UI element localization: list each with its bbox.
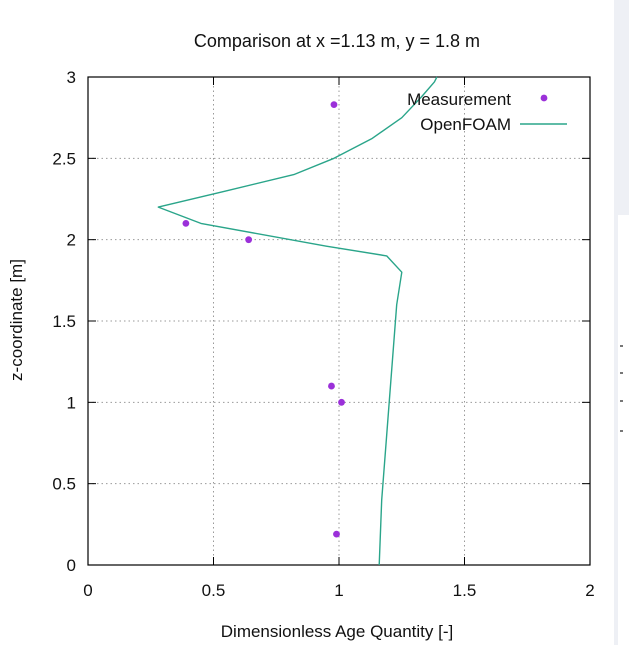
measurement-point — [328, 382, 335, 390]
measurement-point — [338, 398, 345, 406]
y-tick-label: 2 — [67, 231, 76, 250]
y-tick-label: 0.5 — [52, 475, 76, 494]
edge-mark — [620, 345, 623, 347]
y-tick-label: 1.5 — [52, 312, 76, 331]
measurement-point — [330, 101, 338, 109]
edge-mark — [620, 400, 623, 402]
x-tick-label: 0 — [83, 581, 92, 600]
x-tick-label: 2 — [585, 581, 594, 600]
x-axis-title: Dimensionless Age Quantity [-] — [221, 622, 453, 641]
x-tick-label: 0.5 — [202, 581, 226, 600]
background-panel-inner — [618, 215, 629, 645]
chart: Comparison at x =1.13 m, y = 1.8 m 0 0.5 1… — [7, 31, 595, 641]
y-axis-title: z-coordinate [m] — [7, 259, 26, 381]
measurement-point — [245, 236, 253, 244]
legend-marker-measurement — [540, 94, 548, 102]
x-tick-label: 1.5 — [453, 581, 477, 600]
legend-label: OpenFOAM — [420, 115, 511, 134]
edge-mark — [620, 430, 623, 432]
series-layer — [157, 76, 438, 566]
y-tick-label: 0 — [67, 556, 76, 575]
y-tick-label: 3 — [67, 68, 76, 87]
y-tick-label: 1 — [67, 393, 76, 412]
legend: Measurement OpenFOAM — [407, 90, 567, 134]
grid — [88, 77, 590, 565]
openfoam-line — [157, 76, 438, 566]
background-panel — [614, 0, 629, 645]
edge-mark — [620, 372, 623, 374]
legend-label: Measurement — [407, 90, 511, 109]
x-tick-label: 1 — [334, 581, 343, 600]
chart-title: Comparison at x =1.13 m, y = 1.8 m — [194, 31, 480, 51]
measurement-point — [333, 530, 340, 538]
measurement-point — [182, 220, 190, 227]
axis-ticks: 0 0.5 1 1.5 2 0 0.5 1 1.5 2 2.5 3 — [52, 68, 594, 600]
y-tick-label: 2.5 — [52, 149, 76, 168]
